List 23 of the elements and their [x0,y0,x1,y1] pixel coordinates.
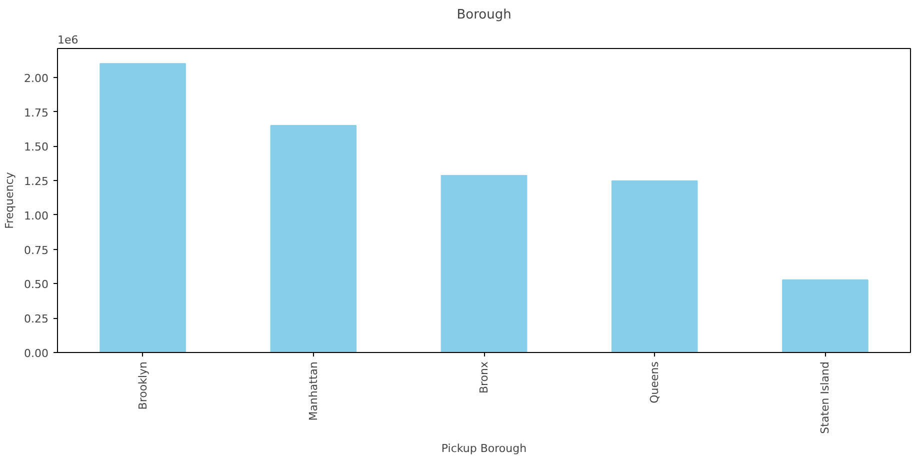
text: 1e6 [58,34,78,46]
y-tick-label: 2.00 [24,72,49,85]
y-axis-title: Frequency [3,172,16,229]
y-tick-label: 0.00 [24,347,49,360]
bar [270,125,357,352]
x-tick-label: Brooklyn [136,361,150,410]
y-tick-label: 0.50 [24,278,49,292]
x-tick-label: Queens [648,361,662,404]
bar [611,180,698,352]
chart-title: Borough [456,8,512,22]
y-tick-label: 1.50 [24,140,49,154]
x-tick-label: Staten Island [818,362,832,434]
x-tick-label: Manhattan [306,361,320,421]
bar [440,174,528,352]
x-tick-label: Bronx [478,361,490,394]
y-tick-label: 0.75 [24,244,49,257]
y-tick-label: 1.75 [24,106,49,120]
y-tick-label: 1.25 [24,175,49,188]
bar [100,63,186,352]
y-tick-label: 1.00 [24,209,49,222]
bar [782,279,868,352]
y-tick-label: 0.25 [24,312,49,326]
x-axis-title: Pickup Borough [441,442,527,455]
